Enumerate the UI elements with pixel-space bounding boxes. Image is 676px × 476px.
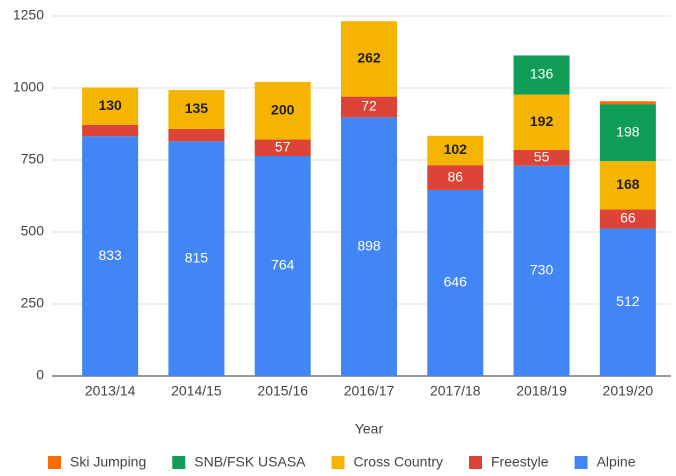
x-axis-title: Year [355,421,384,437]
data-label: 833 [98,247,122,263]
data-label: 57 [275,138,291,154]
y-tick-label: 1250 [13,7,44,23]
y-tick-label: 1000 [13,79,44,95]
legend-swatch [172,456,186,469]
data-label: 168 [616,176,640,192]
bar-segment [341,117,397,376]
bar-segment [427,189,484,376]
x-tick-label: 2017/18 [430,383,481,399]
bar-segment [513,165,570,376]
bar-segment [513,149,570,166]
y-tick-label: 250 [21,295,45,311]
data-label: 200 [271,101,295,117]
bar-segment [341,96,397,118]
bar-segment [513,55,570,95]
legend-label: Ski Jumping [70,454,146,470]
legend-swatch [48,456,61,469]
data-label: 898 [357,237,381,253]
data-label: 86 [447,168,463,184]
y-tick-label: 500 [21,223,45,239]
y-tick-label: 750 [21,151,45,167]
data-label: 198 [616,123,640,139]
bar-segment [82,87,139,125]
data-label: 55 [534,149,550,165]
x-tick-label: 2016/17 [344,383,395,399]
y-tick-label: 0 [36,367,44,383]
data-label: 130 [98,97,122,113]
legend-swatch [574,456,588,469]
bar-segment [341,21,397,97]
bar-segment [254,81,311,140]
data-label: 646 [444,274,468,290]
legend-swatch [331,456,345,469]
data-label: 262 [357,50,381,66]
legend-label: Cross Country [354,454,443,470]
bar-segment [254,155,311,376]
data-label: 192 [530,113,554,129]
bar-segment [82,136,139,376]
bar-segment [168,128,225,142]
bar-segment [599,161,656,210]
data-label: 72 [361,98,377,114]
data-label: 512 [616,293,640,309]
bar-segment [599,209,656,229]
bar-segment [599,228,656,376]
bar-segment [254,139,311,156]
bar-segment [599,104,656,162]
data-label: 135 [185,100,209,116]
x-tick-label: 2019/20 [603,383,654,399]
x-tick-label: 2014/15 [171,383,222,399]
bar-segment [599,101,656,105]
data-label: 764 [271,257,295,273]
bar-segment [427,165,484,190]
legend-swatch [469,456,482,469]
data-label: 136 [530,66,554,82]
x-tick-label: 2013/14 [85,383,136,399]
data-label: 815 [185,249,209,265]
legend-label: Freestyle [491,454,549,470]
bar-segment [82,124,139,137]
legend-label: SNB/FSK USASA [194,454,306,470]
bar-segment [168,141,225,376]
x-tick-label: 2018/19 [516,383,567,399]
data-label: 66 [620,210,636,226]
bar-segment [168,90,225,129]
bar-segment [513,94,570,150]
x-tick-label: 2015/16 [257,383,308,399]
bar-segment [427,135,484,166]
data-label: 730 [530,262,554,278]
data-label: 102 [444,141,468,157]
legend-label: Alpine [597,454,636,470]
